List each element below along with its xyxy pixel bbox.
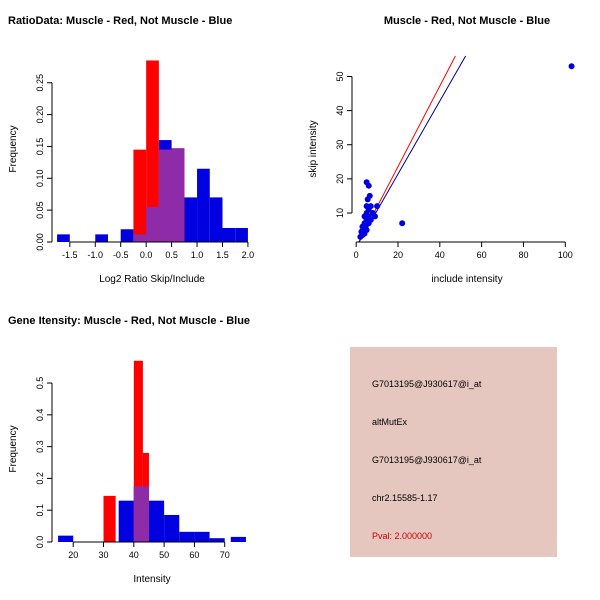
intensity-scatter-chart: Muscle - Red, Not Muscle - Blue 0 20 40 60 80… — [308, 15, 575, 285]
data-point — [367, 203, 374, 210]
y-tick-label: 40 — [335, 106, 345, 116]
y-tick-label: 0.05 — [35, 201, 45, 219]
gene-histogram-chart: Gene Itensity: Muscle - Red, Not Muscle … — [8, 315, 250, 585]
hist-bar-muscle — [133, 360, 143, 542]
data-point — [365, 182, 372, 189]
y-tick-label: 0.5 — [35, 377, 45, 390]
chromosome-location-line: chr2.15585-1.17 — [372, 493, 438, 503]
x-tick-label: 100 — [558, 250, 573, 260]
y-tick-label: 0.00 — [35, 233, 45, 251]
chart-title: RatioData: Muscle - Red, Not Muscle - Bl… — [8, 15, 232, 27]
x-tick-label: 20 — [68, 550, 78, 560]
fit-line-not-muscle-fit — [358, 55, 467, 243]
x-tick-label: 20 — [393, 250, 403, 260]
x-tick-label: -1.5 — [62, 250, 78, 260]
probe-id-line: G7013195@J930617@i_at — [372, 379, 482, 389]
data-point — [372, 213, 378, 220]
ratio-histogram-chart: RatioData: Muscle - Red, Not Muscle - Bl… — [8, 15, 255, 285]
pval-line: Pval: 2.000000 — [372, 531, 433, 541]
hist-bar-not-muscle — [184, 197, 198, 242]
y-tick-label: 0.25 — [35, 74, 45, 92]
y-tick-label: 30 — [335, 140, 345, 150]
hist-bar-not-muscle — [222, 227, 236, 242]
y-tick-label: 0.0 — [35, 536, 45, 549]
y-tick-label: 0.15 — [35, 138, 45, 156]
hist-bar-not-muscle — [194, 531, 210, 542]
data-point — [363, 227, 370, 234]
data-point — [374, 203, 381, 210]
x-tick-label: 80 — [518, 250, 528, 260]
info-panel: G7013195@J930617@i_at altMutEx G7013195@… — [350, 347, 557, 557]
hist-bar-not-muscle — [120, 229, 134, 242]
y-tick-label: 10 — [335, 208, 345, 218]
y-axis-label: skip intensity — [308, 120, 319, 177]
hist-bar-not-muscle — [164, 514, 180, 542]
y-tick-label: 0.2 — [35, 472, 45, 485]
chart-title: Muscle - Red, Not Muscle - Blue — [384, 15, 550, 27]
y-tick-label: 50 — [335, 71, 345, 81]
hist-bar-overlap — [146, 206, 159, 242]
hist-bar-not-muscle — [148, 500, 165, 542]
x-tick-label: 1.5 — [216, 250, 229, 260]
x-tick-label: 2.0 — [242, 250, 255, 260]
x-tick-label: 30 — [99, 550, 109, 560]
hist-bar-not-muscle — [57, 234, 70, 242]
x-tick-label: 60 — [477, 250, 487, 260]
event-type-line: altMutEx — [372, 417, 408, 427]
data-point — [399, 220, 406, 227]
x-tick-label: 0.5 — [165, 250, 178, 260]
hist-bar-not-muscle — [235, 227, 248, 242]
hist-bar-muscle — [146, 60, 159, 242]
x-tick-label: -1.0 — [87, 250, 103, 260]
y-axis-label: Frequency — [8, 125, 19, 172]
x-axis-label: include intensity — [431, 274, 502, 285]
y-axis-label: Frequency — [8, 425, 19, 472]
hist-bar-not-muscle — [230, 536, 246, 542]
hist-bar-not-muscle — [95, 234, 108, 242]
x-tick-label: 1.0 — [191, 250, 204, 260]
probe-id-line-2: G7013195@J930617@i_at — [372, 455, 482, 465]
x-tick-label: 0 — [354, 250, 359, 260]
hist-bar-overlap — [158, 149, 172, 242]
y-tick-label: 0.20 — [35, 106, 45, 124]
hist-bar-muscle — [103, 495, 116, 542]
data-point — [366, 192, 373, 199]
y-tick-label: 20 — [335, 174, 345, 184]
x-tick-label: 40 — [129, 550, 139, 560]
x-tick-label: -0.5 — [113, 250, 129, 260]
x-axis-label: Intensity — [133, 574, 170, 585]
x-tick-label: 0.0 — [140, 250, 153, 260]
hist-bar-overlap — [133, 486, 149, 542]
hist-bar-not-muscle — [197, 168, 210, 242]
hist-bar-not-muscle — [209, 538, 225, 542]
data-point — [367, 216, 374, 223]
y-tick-label: 0.4 — [35, 409, 45, 422]
x-axis-label: Log2 Ratio Skip/Include — [99, 274, 205, 285]
y-tick-label: 0.1 — [35, 504, 45, 517]
hist-bar-muscle — [133, 149, 147, 242]
x-tick-label: 60 — [189, 550, 199, 560]
x-tick-label: 70 — [220, 550, 230, 560]
hist-bar-not-muscle — [118, 500, 134, 542]
hist-bar-not-muscle — [179, 531, 195, 542]
x-tick-label: 50 — [159, 550, 169, 560]
hist-bar-overlap — [133, 234, 147, 242]
hist-bar-not-muscle — [58, 535, 74, 542]
x-tick-label: 40 — [435, 250, 445, 260]
y-tick-label: 0.10 — [35, 170, 45, 188]
y-tick-label: 0.3 — [35, 440, 45, 453]
chart-title: Gene Itensity: Muscle - Red, Not Muscle … — [8, 315, 250, 327]
hist-bar-overlap — [171, 148, 185, 242]
hist-bar-not-muscle — [209, 197, 223, 242]
data-point — [568, 63, 575, 70]
